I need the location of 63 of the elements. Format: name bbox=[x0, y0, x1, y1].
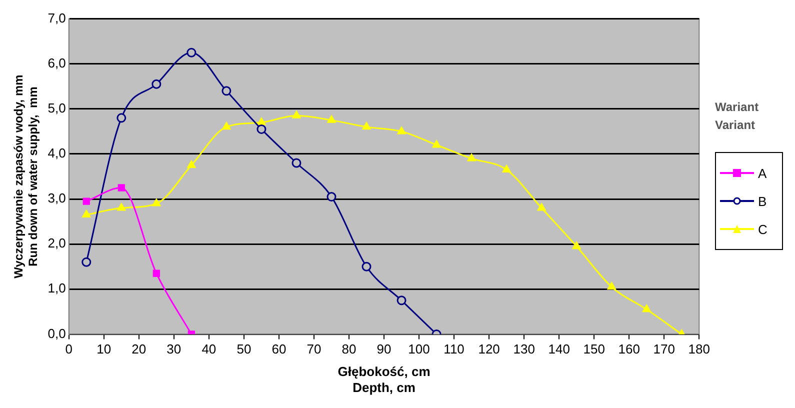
point bbox=[397, 126, 406, 134]
x-tick-label: 70 bbox=[306, 342, 322, 357]
legend-label: A bbox=[758, 166, 767, 180]
y-tick-label: 5,0 bbox=[48, 100, 66, 116]
point bbox=[82, 257, 92, 267]
point bbox=[187, 160, 196, 168]
point bbox=[537, 203, 546, 211]
point bbox=[292, 158, 302, 168]
point bbox=[222, 122, 231, 130]
y-tick-label: 1,0 bbox=[48, 280, 66, 296]
x-tick-label: 170 bbox=[653, 342, 675, 357]
point bbox=[152, 79, 162, 89]
x-tick-label: 110 bbox=[444, 342, 464, 357]
point bbox=[256, 124, 266, 134]
y-tick-label: 2,0 bbox=[48, 236, 66, 251]
x-tick-label: 80 bbox=[342, 342, 356, 357]
point bbox=[152, 198, 161, 206]
point bbox=[82, 210, 91, 218]
x-tick-label: 40 bbox=[202, 342, 216, 357]
point bbox=[362, 262, 372, 272]
point bbox=[467, 154, 476, 162]
legend-title: Wariant Variant bbox=[715, 99, 760, 134]
point bbox=[82, 198, 90, 205]
x-tick-label: 140 bbox=[548, 342, 570, 357]
point bbox=[502, 164, 511, 172]
point bbox=[118, 184, 125, 192]
point bbox=[642, 304, 651, 312]
point bbox=[327, 115, 336, 123]
x-tick-label: 160 bbox=[618, 342, 640, 357]
point bbox=[432, 140, 441, 148]
x-tick-label: 20 bbox=[132, 342, 146, 357]
point bbox=[152, 270, 160, 277]
x-tick-label: 10 bbox=[96, 342, 112, 357]
point bbox=[326, 192, 336, 202]
point bbox=[607, 282, 616, 290]
y-tick-label: 3,0 bbox=[48, 190, 66, 206]
legend-label: B bbox=[758, 194, 767, 208]
x-tick-label: 120 bbox=[478, 342, 500, 357]
x-tick-label: 30 bbox=[166, 342, 182, 357]
y-axis-title: Wyczerpywanie zapasów wody, mm Run down of water supply, mm bbox=[12, 74, 40, 278]
y-tick-label: 4,0 bbox=[48, 146, 66, 161]
legend-label: C bbox=[758, 222, 768, 236]
point bbox=[572, 242, 581, 250]
point bbox=[257, 118, 266, 126]
point bbox=[116, 113, 126, 123]
x-tick-label: 180 bbox=[688, 342, 710, 357]
x-tick-label: 90 bbox=[376, 342, 392, 357]
x-tick-label: 130 bbox=[513, 342, 535, 357]
y-tick-label: 7,0 bbox=[48, 10, 66, 26]
x-tick-label: 0 bbox=[65, 342, 72, 357]
x-tick-label: 60 bbox=[272, 342, 286, 357]
point bbox=[222, 86, 232, 96]
point bbox=[362, 122, 371, 130]
y-tick-label: 0,0 bbox=[48, 326, 66, 341]
point bbox=[186, 48, 196, 58]
point bbox=[117, 203, 126, 211]
x-tick-label: 100 bbox=[408, 342, 430, 357]
x-tick-label: 50 bbox=[236, 342, 252, 357]
y-tick-label: 6,0 bbox=[48, 55, 66, 70]
x-axis-title: Głębokość, cm Depth, cm bbox=[338, 364, 430, 395]
point bbox=[396, 296, 406, 306]
point bbox=[292, 110, 301, 118]
x-tick-label: 150 bbox=[583, 342, 605, 357]
